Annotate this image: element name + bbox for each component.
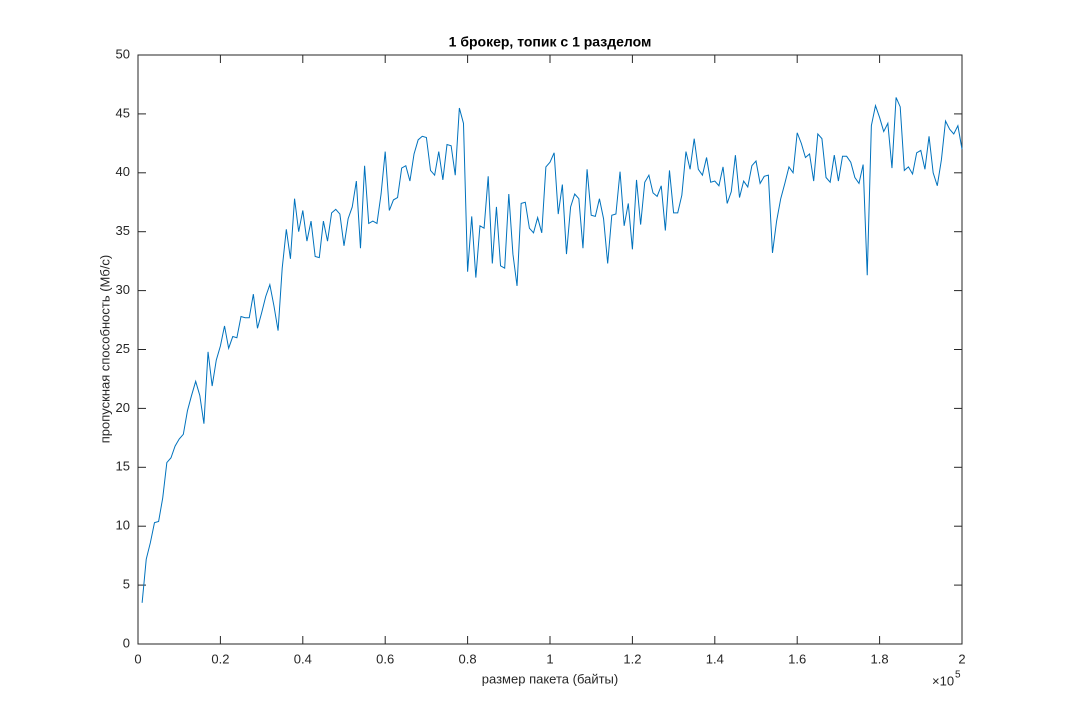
x-multiplier-exponent: 5 [955,670,961,681]
x-axis-label: размер пакета (байты) [482,671,618,686]
x-tick-label: 2 [958,651,965,666]
x-tick-label: 0.2 [211,651,229,666]
y-tick-label: 5 [123,577,130,592]
plot-box [137,54,963,645]
x-multiplier-base: ×10 [932,673,954,688]
y-tick-label: 45 [116,105,130,120]
x-tick-label: 0.4 [294,651,312,666]
y-tick-label: 50 [116,46,130,61]
x-tick-label: 0 [134,651,141,666]
y-tick-label: 15 [116,459,130,474]
y-tick-label: 40 [116,164,130,179]
y-tick-label: 25 [116,341,130,356]
x-tick-label: 0.8 [459,651,477,666]
y-tick-label: 0 [123,635,130,650]
y-tick-label: 10 [116,518,130,533]
x-tick-label: 1 [546,651,553,666]
x-tick-label: 1.6 [788,651,806,666]
data-line [141,97,963,603]
x-tick-label: 1.8 [871,651,889,666]
x-tick-label: 1.4 [706,651,724,666]
y-tick-label: 30 [116,282,130,297]
x-tick-label: 0.6 [376,651,394,666]
y-axis-label: пропускная способность (Мб/с) [97,255,112,444]
chart-title: 1 брокер, топик с 1 разделом [449,34,652,50]
y-tick-label: 35 [116,223,130,238]
x-tick-label: 1.2 [623,651,641,666]
y-tick-label: 20 [116,400,130,415]
